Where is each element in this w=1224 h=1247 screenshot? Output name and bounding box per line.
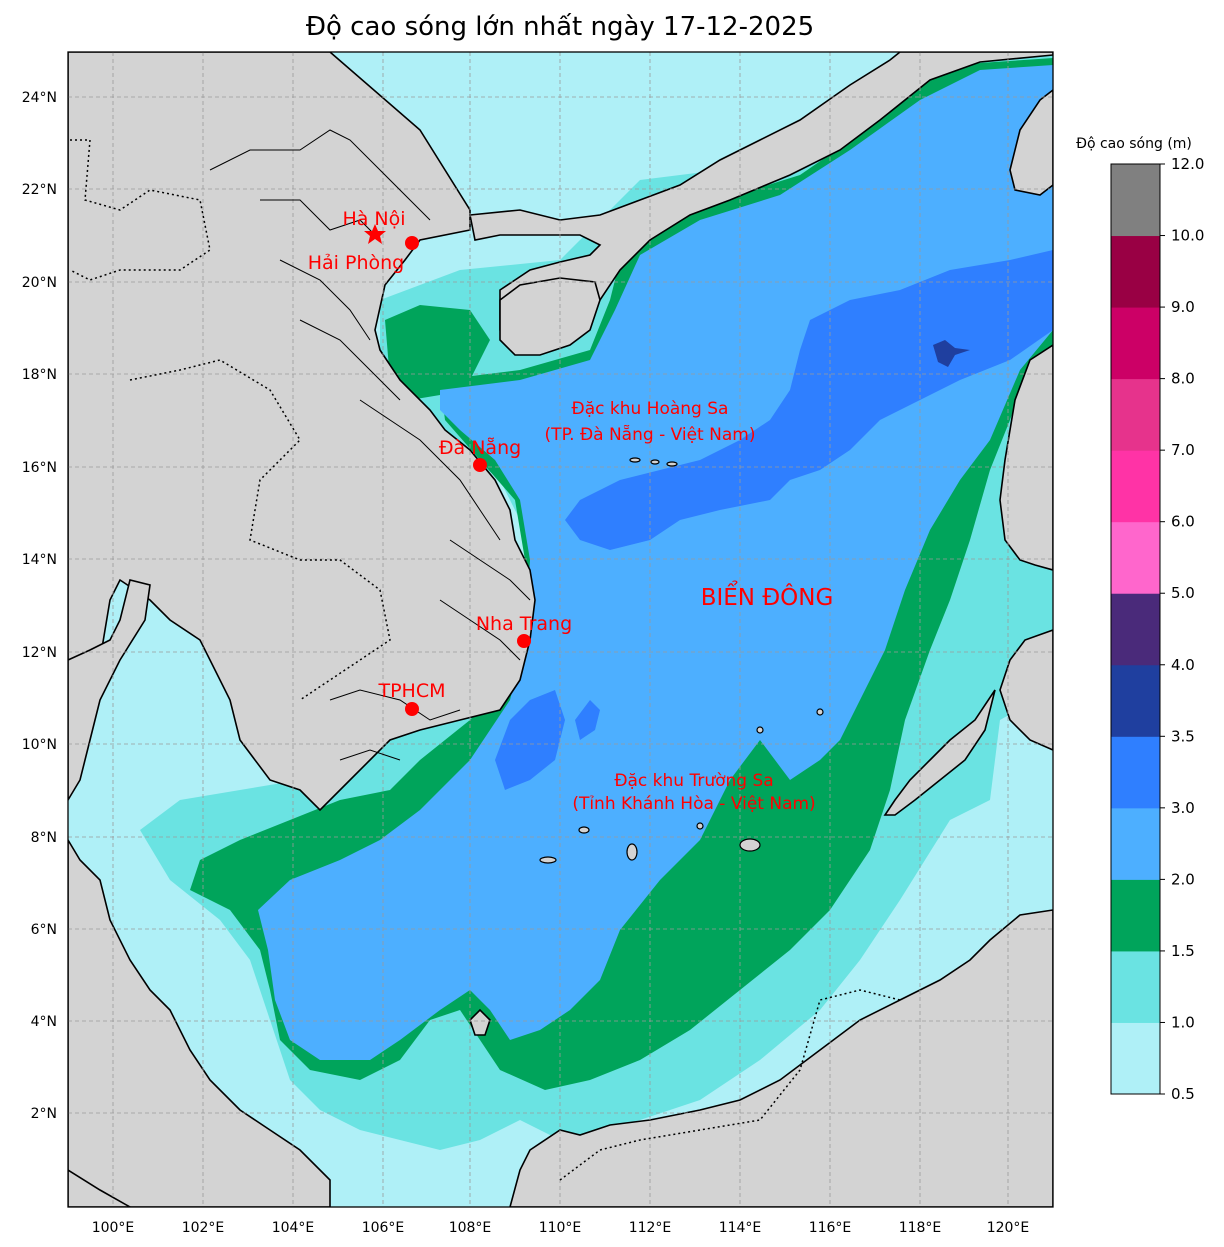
- wave-band-3-0-3-5: [565, 250, 1053, 550]
- colorbar-bin: [1111, 164, 1160, 237]
- lon-tick-labels: 100°E 102°E 104°E 106°E 108°E 110°E 112°…: [92, 1220, 1030, 1236]
- colorbar-tick-label: 8.0: [1171, 370, 1195, 388]
- land-borneo: [509, 909, 1053, 1207]
- lat-tick-label: 10°N: [22, 737, 57, 753]
- city-label-hai-phong: Hải Phòng: [308, 252, 404, 274]
- lat-tick-label: 18°N: [22, 367, 57, 383]
- lon-tick-label: 110°E: [539, 1220, 582, 1236]
- lat-tick-label: 20°N: [22, 275, 57, 291]
- map-title: Độ cao sóng lớn nhất ngày 17-12-2025: [305, 12, 815, 42]
- lon-tick-label: 106°E: [362, 1220, 405, 1236]
- land-hainan: [499, 277, 601, 356]
- hoang-sa-label: Đặc khu Hoàng Sa: [572, 399, 729, 419]
- lon-tick-label: 112°E: [629, 1220, 672, 1236]
- land-sumatra: [68, 1169, 132, 1207]
- wave-band-3-5-4-0: [933, 340, 970, 367]
- colorbar-tick-label: 10.0: [1171, 227, 1204, 245]
- land-natuna: [469, 1008, 491, 1036]
- lon-tick-label: 114°E: [719, 1220, 762, 1236]
- colorbar-tick-label: 1.0: [1171, 1013, 1195, 1031]
- country-borders: [69, 139, 901, 1181]
- colorbar-tick-label: 1.5: [1171, 942, 1195, 960]
- colorbar-bin: [1111, 664, 1160, 737]
- lat-tick-label: 16°N: [22, 460, 57, 476]
- colorbar-bin: [1111, 450, 1160, 523]
- land-southern-china: [469, 52, 1053, 346]
- lat-tick-label: 4°N: [31, 1014, 57, 1030]
- colorbar-tick-label: 5.0: [1171, 584, 1195, 602]
- colorbar-bin: [1111, 736, 1160, 809]
- colorbar-tick-label: 2.0: [1171, 870, 1195, 888]
- lon-tick-label: 108°E: [449, 1220, 492, 1236]
- lat-tick-label: 6°N: [31, 922, 57, 938]
- lat-tick-label: 2°N: [31, 1106, 57, 1122]
- province-boundaries: [209, 129, 531, 761]
- island-markers: [539, 457, 824, 864]
- ha-noi-star-icon: [364, 224, 386, 244]
- colorbar-frame: [1110, 163, 1161, 1095]
- colorbar-bin: [1111, 807, 1160, 880]
- wave-band-1-5-2-0: [385, 305, 490, 400]
- colorbar: 0.5 1.0 1.5 2.0 3.0 3.5 4.0 5.0 6.0 7.0 8.0 9.0 10.0…: [1110, 155, 1204, 1103]
- colorbar-bin: [1111, 950, 1160, 1023]
- hoang-sa-sublabel: (TP. Đà Nẵng - Việt Nam): [545, 424, 756, 445]
- colorbar-tick-label: 4.0: [1171, 656, 1195, 674]
- sea-label: BIỂN ĐÔNG: [701, 581, 834, 611]
- land-malay-peninsula: [68, 838, 331, 1207]
- plot-frame: [67, 51, 1054, 1208]
- city-label-nha-trang: Nha Trang: [476, 613, 572, 635]
- lon-tick-label: 120°E: [987, 1220, 1030, 1236]
- land-luzon: [999, 344, 1053, 571]
- wave-band-3-0-3-5-south2: [575, 700, 600, 740]
- land-taiwan: [1009, 88, 1053, 196]
- lon-tick-label: 102°E: [182, 1220, 225, 1236]
- city-label-da-nang: Đà Nẵng: [439, 436, 521, 459]
- colorbar-tick-label: 6.0: [1171, 513, 1195, 531]
- city-markers: [364, 224, 531, 716]
- lat-tick-label: 22°N: [22, 182, 57, 198]
- lat-tick-label: 14°N: [22, 552, 57, 568]
- lon-tick-label: 100°E: [92, 1220, 135, 1236]
- colorbar-bin: [1111, 593, 1160, 666]
- truong-sa-sublabel: (Tỉnh Khánh Hòa - Việt Nam): [572, 794, 815, 814]
- colorbar-tick-label: 3.0: [1171, 799, 1195, 817]
- graticule: [68, 52, 1053, 1207]
- land-thai-gulf-west: [68, 579, 151, 802]
- colorbar-tick-label: 7.0: [1171, 441, 1195, 459]
- map-plot-area: [68, 52, 1053, 1207]
- lon-tick-label: 118°E: [899, 1220, 942, 1236]
- nha-trang-marker-icon: [517, 634, 531, 648]
- colorbar-bin: [1111, 235, 1160, 308]
- colorbar-title: Độ cao sóng (m): [1076, 136, 1192, 152]
- truong-sa-label: Đặc khu Trường Sa: [614, 771, 773, 791]
- colorbar-tick-label: 0.5: [1171, 1085, 1195, 1103]
- colorbar-tick-label: 3.5: [1171, 727, 1195, 745]
- colorbar-bin: [1111, 521, 1160, 594]
- lat-tick-label: 8°N: [31, 830, 57, 846]
- hai-phong-marker-icon: [405, 236, 419, 250]
- lat-tick-labels: 2°N 4°N 6°N 8°N 10°N 12°N 14°N 16°N 18°N…: [22, 90, 57, 1122]
- tphcm-marker-icon: [405, 702, 419, 716]
- colorbar-bin: [1111, 879, 1160, 952]
- lat-tick-label: 24°N: [22, 90, 57, 106]
- wave-band-3-0-3-5-south: [495, 690, 565, 790]
- da-nang-marker-icon: [473, 458, 487, 472]
- land-mindoro-palawan: [999, 629, 1053, 751]
- lat-tick-label: 12°N: [22, 645, 57, 661]
- lon-tick-label: 116°E: [809, 1220, 852, 1236]
- city-label-tphcm: TPHCM: [377, 680, 445, 702]
- land-palawan: [883, 689, 996, 816]
- city-label-ha-noi: Hà Nội: [342, 208, 405, 230]
- lon-tick-label: 104°E: [272, 1220, 315, 1236]
- colorbar-bin: [1111, 378, 1160, 451]
- colorbar-tick-label: 9.0: [1171, 298, 1195, 316]
- colorbar-bin: [1111, 1022, 1160, 1095]
- colorbar-bin: [1111, 307, 1160, 380]
- colorbar-tick-label: 12.0: [1171, 155, 1204, 173]
